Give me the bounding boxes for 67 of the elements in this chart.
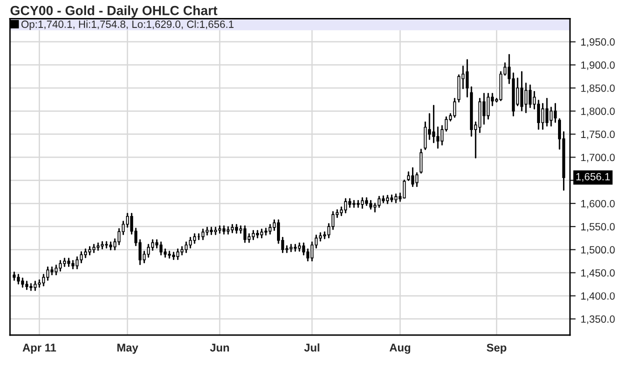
candlestick [126,212,129,228]
candlestick [360,197,364,209]
candlestick [201,228,204,240]
x-tick-label: Aug [390,344,410,354]
candlestick [550,106,553,127]
candlestick [76,256,79,270]
candlestick [486,92,490,120]
candlestick [482,92,486,125]
chart-title: GCY00 - Gold - Daily OHLC Chart [10,6,218,18]
y-tick-label: 1,500.0 [581,246,615,255]
candlestick [210,226,213,236]
candlestick [453,98,456,118]
candlestick [160,242,162,256]
candlestick [356,200,360,208]
candlestick [264,228,268,236]
candlestick [54,264,58,276]
y-tick-label: 1,750.0 [581,130,615,140]
candlestick [38,279,41,288]
candlestick [554,103,557,123]
x-tick-label: May [117,344,138,354]
y-tick-label: 1,600.0 [581,200,615,209]
candlestick [344,198,348,214]
candlestick [537,100,540,130]
candlestick [411,167,414,188]
y-tick-label: 1,350.0 [581,315,615,324]
candlestick [176,248,180,260]
candlestick [420,148,423,174]
candlestick [310,242,314,262]
candlestick [151,239,154,251]
candlestick [16,274,20,285]
candlestick [545,98,548,127]
y-tick-label: 1,400.0 [581,292,615,301]
candlestick [168,250,171,259]
candlestick [193,233,196,244]
candlestick [306,248,310,262]
y-tick-label: 1,450.0 [581,269,615,278]
candlestick [378,196,381,208]
candlestick [268,224,272,235]
candlestick [524,82,528,114]
x-tick-label: Jul [304,343,320,352]
legend-label: Op:1,740.1, Hi:1,754.8, Lo:1,629.0, Cl:1,656.1 [21,20,234,30]
candlestick [58,260,62,272]
candlestick [146,244,150,258]
candlestick [432,104,436,144]
y-tick-label: 1,550.0 [581,223,615,232]
candlestick [436,126,440,149]
x-tick-label: Apr 11 [22,344,56,354]
candlestick [188,236,192,248]
y-tick-label: 1,900.0 [581,61,615,70]
y-tick-label: 1,800.0 [581,108,615,116]
text: 1,656.1 [576,172,610,182]
candlestick [528,84,532,108]
candlestick [302,242,306,256]
y-tick-label: 1,700.0 [581,154,615,162]
y-tick-label: 1,950.0 [581,38,615,47]
candlestick [80,251,83,264]
x-tick-label: Jun [210,344,229,352]
candlestick [118,228,121,246]
candlestick [42,274,46,286]
candlestick [402,180,406,199]
candlestick [46,266,50,281]
x-tick-label: Sep [486,344,506,354]
candlestick [184,242,188,254]
candlestick [243,225,246,243]
candlestick [415,172,418,188]
y-tick-label: 1,850.0 [581,84,615,94]
candlestick [457,74,460,103]
